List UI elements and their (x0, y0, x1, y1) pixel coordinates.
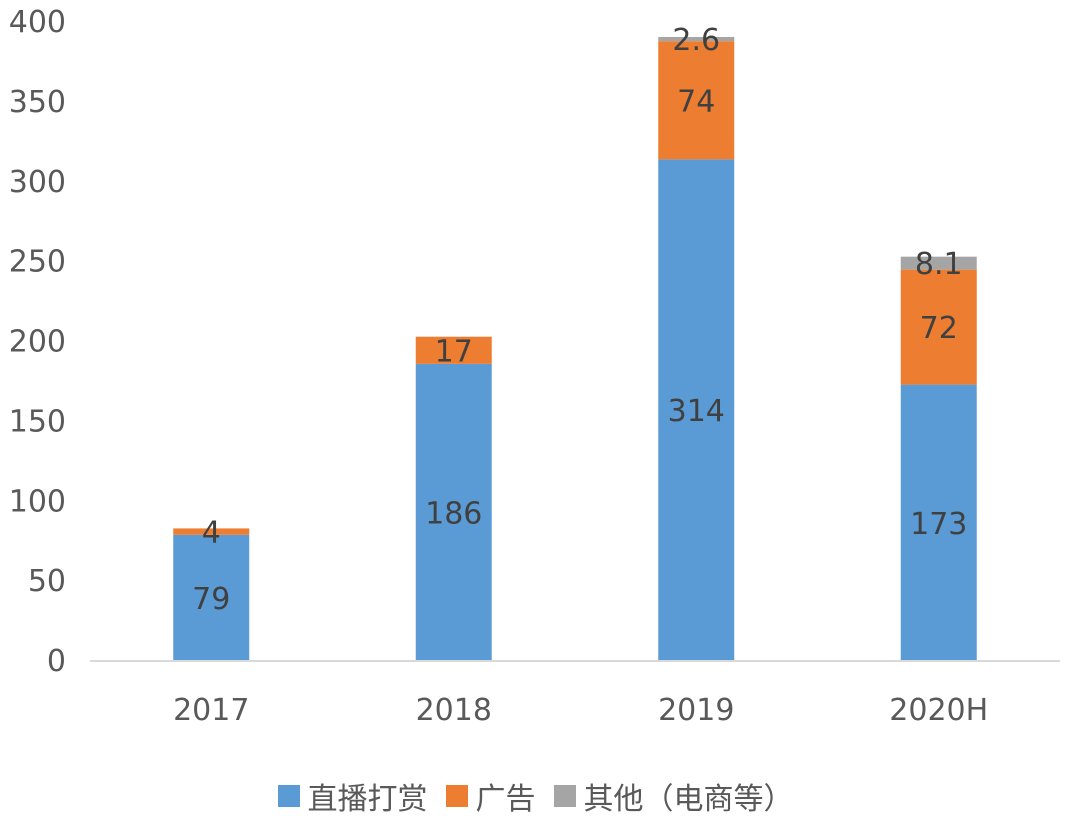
data-label: 72 (920, 311, 958, 346)
bar-segment (658, 37, 735, 42)
y-tick-label: 100 (9, 484, 66, 519)
x-tick-label: 2017 (173, 693, 249, 728)
legend-swatch-other (553, 785, 576, 807)
y-tick-label: 150 (9, 404, 66, 439)
bar-segment (173, 534, 250, 661)
bar-segment (658, 41, 735, 160)
y-tick-label: 200 (9, 325, 66, 360)
legend-swatch-advertising (445, 785, 468, 807)
bar-segment (900, 269, 977, 385)
legend-label-advertising: 广告 (475, 782, 536, 817)
data-label: 79 (192, 582, 230, 617)
stacked-bar-chart: 0 50 100 150 200 250 300 350 400 79 4 186 17 314 74 2.… (9, 5, 1060, 728)
data-label: 74 (677, 84, 715, 119)
data-label: 4 (202, 516, 221, 551)
y-tick-label: 400 (9, 5, 66, 40)
bar-segment (900, 256, 977, 270)
bar-segment (173, 528, 250, 535)
y-axis: 0 50 100 150 200 250 300 350 400 (9, 5, 66, 679)
bar-segment (900, 384, 977, 661)
legend-item-other: 其他（电商等） (553, 774, 794, 818)
data-label: 173 (910, 507, 967, 542)
legend-item-live-tipping: 直播打赏 (277, 774, 428, 818)
y-tick-label: 0 (47, 644, 66, 679)
y-tick-label: 50 (28, 564, 66, 599)
y-tick-label: 300 (9, 165, 66, 200)
legend-swatch-live-tipping (277, 785, 300, 807)
data-label: 2.6 (672, 23, 720, 58)
legend: 直播打赏 广告 其他（电商等） (0, 772, 1071, 820)
x-tick-label: 2018 (416, 693, 492, 728)
bars (173, 37, 977, 661)
data-label: 17 (435, 334, 473, 369)
data-label: 186 (425, 496, 482, 531)
data-label: 314 (668, 394, 725, 429)
legend-label-live-tipping: 直播打赏 (307, 782, 428, 817)
y-tick-label: 250 (9, 245, 66, 280)
legend-label-other: 其他（电商等） (583, 782, 794, 817)
x-axis: 2017 2018 2019 2020H (173, 693, 988, 728)
bar-segment (658, 159, 735, 661)
data-labels: 79 4 186 17 314 74 2.6 173 72 8.1 (192, 23, 967, 617)
bar-segment (415, 336, 492, 364)
x-tick-label: 2020H (889, 693, 988, 728)
bar-segment (415, 363, 492, 661)
y-tick-label: 350 (9, 85, 66, 120)
legend-item-advertising: 广告 (445, 774, 536, 818)
x-tick-label: 2019 (658, 693, 734, 728)
data-label: 8.1 (915, 247, 963, 282)
